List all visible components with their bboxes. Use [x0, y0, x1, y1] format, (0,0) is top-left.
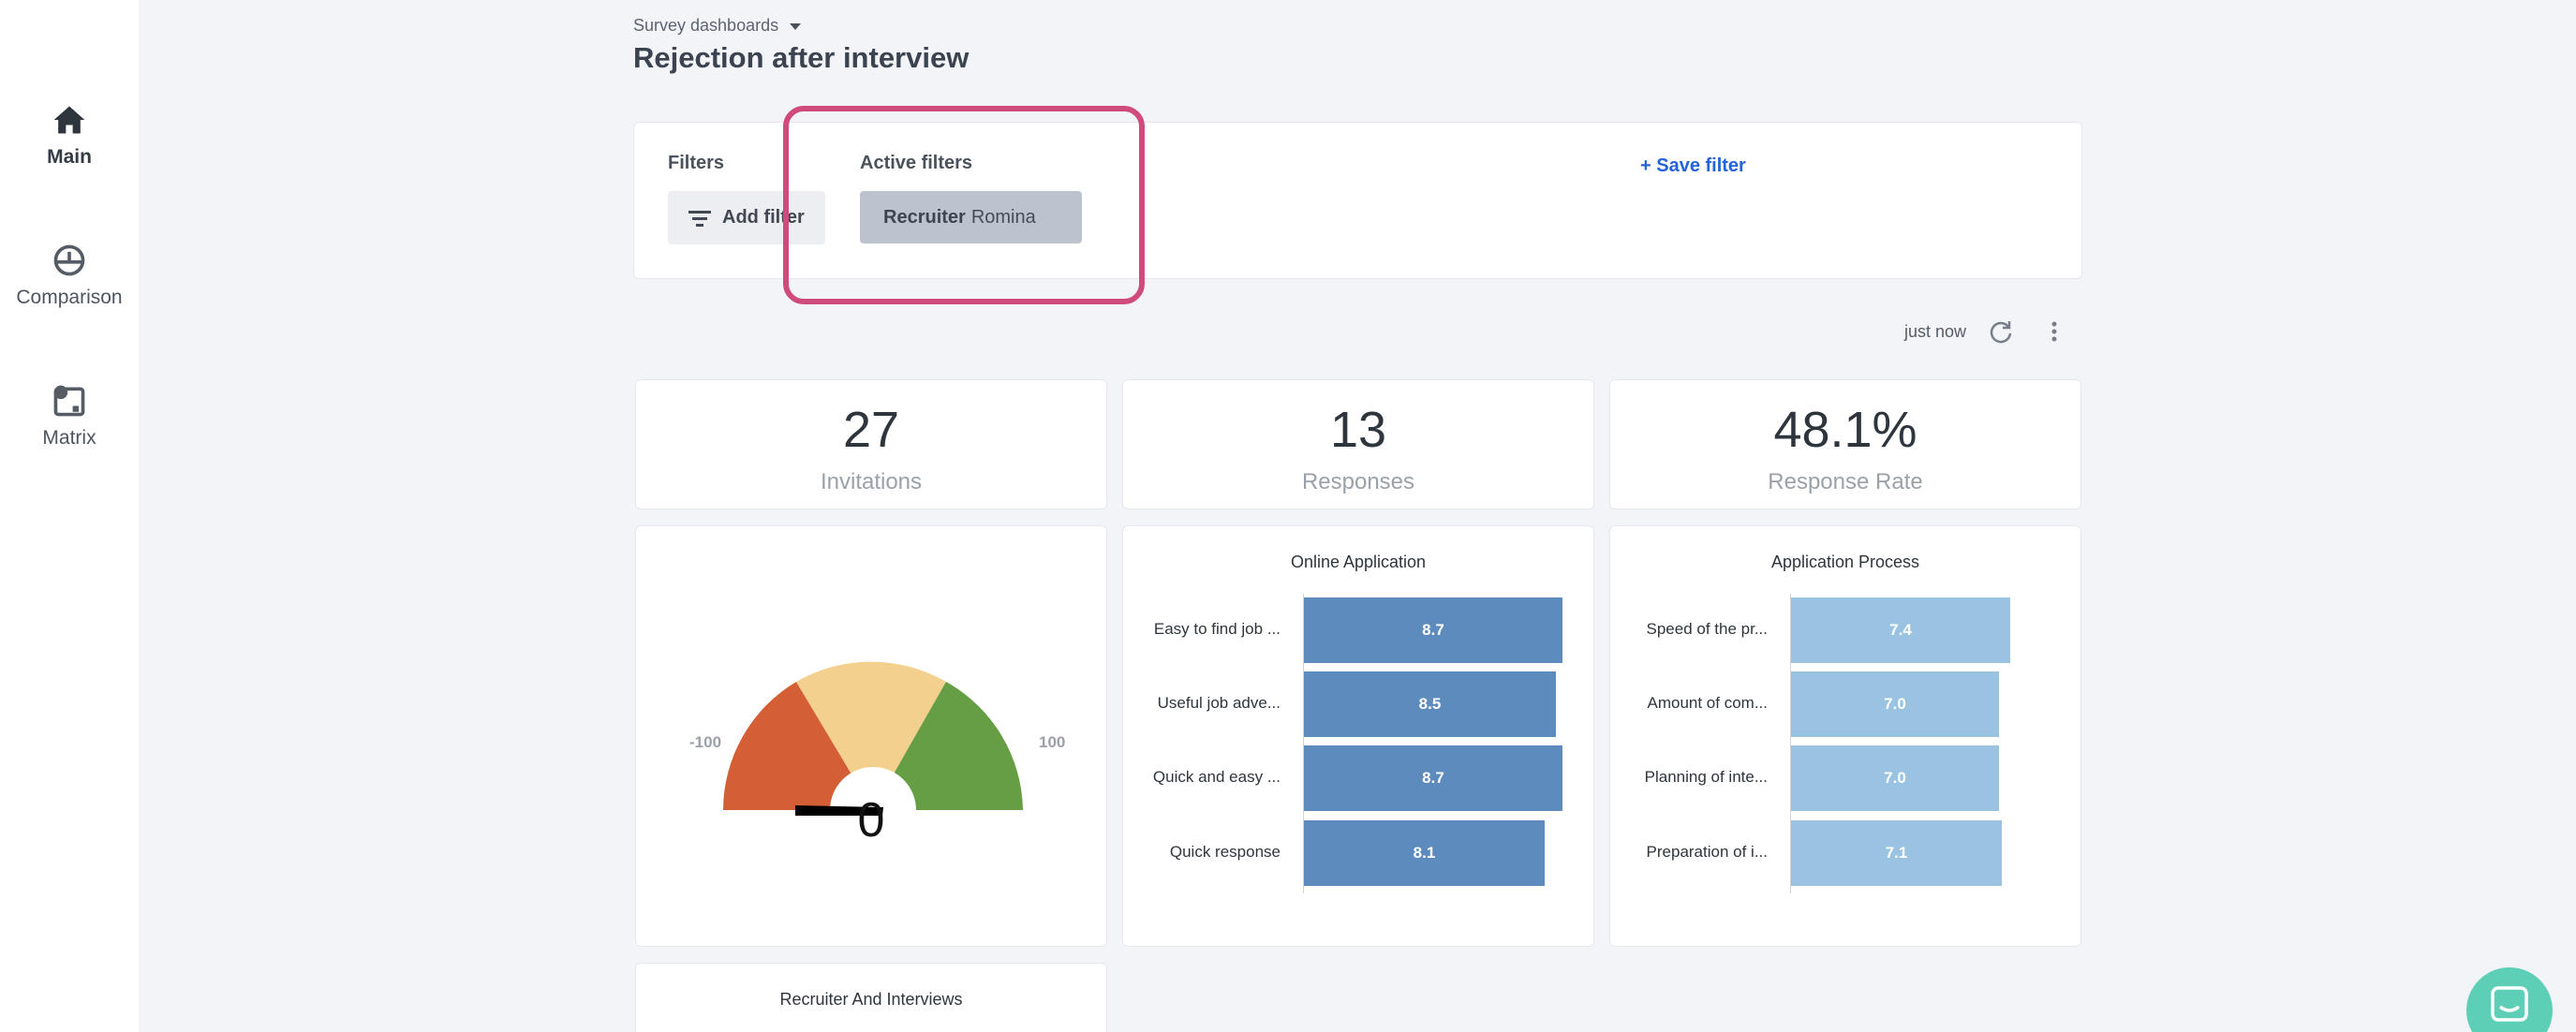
matrix-icon — [53, 385, 85, 417]
kpi-card-response-rate: 48.1% Response Rate — [1609, 379, 2081, 509]
bar: 7.0 — [1791, 671, 1999, 737]
active-filter-chip[interactable]: Recruiter Romina — [860, 191, 1082, 243]
save-filter-link[interactable]: + Save filter — [1640, 155, 1746, 176]
kpi-value: 27 — [842, 402, 900, 458]
last-updated-text: just now — [1904, 322, 1967, 341]
sidebar-item-main[interactable]: Main — [0, 101, 139, 169]
gauge-icon — [53, 244, 85, 276]
chip-key: Recruiter — [883, 206, 966, 228]
gauge-chart — [723, 661, 1023, 826]
bar: 7.1 — [1791, 820, 2002, 886]
gauge-max-label: 100 — [1039, 733, 1066, 751]
gauge-needle — [795, 805, 883, 816]
gauge-card: -100 100 0 — [635, 525, 1107, 947]
home-icon — [53, 106, 85, 134]
page-title: Rejection after interview — [633, 41, 970, 74]
chart-title: Online Application — [1290, 553, 1427, 571]
bar-category-label: Useful job adve... — [1157, 694, 1281, 712]
gauge-segment-positive — [873, 682, 1023, 810]
kpi-label: Response Rate — [1768, 469, 1923, 494]
active-filters-heading: Active filters — [860, 153, 973, 173]
sidebar-item-label: Main — [47, 146, 92, 168]
sidebar-item-matrix[interactable]: Matrix — [0, 382, 139, 450]
bar: 8.5 — [1304, 671, 1556, 737]
highlight-annotation — [783, 106, 1145, 304]
bar: 8.7 — [1304, 745, 1562, 811]
gauge-value: 0 — [857, 793, 885, 848]
kpi-value: 48.1% — [1773, 402, 1917, 458]
filter-icon — [688, 210, 711, 227]
bar: 7.0 — [1791, 745, 1999, 811]
chart-title: Recruiter And Interviews — [779, 990, 963, 1009]
more-vertical-icon[interactable] — [2048, 318, 2061, 345]
bar: 8.7 — [1304, 597, 1562, 663]
gauge-segment-negative — [723, 682, 873, 810]
kpi-value: 13 — [1329, 402, 1387, 458]
bar-category-label: Amount of com... — [1647, 694, 1769, 712]
chart-axis — [1303, 594, 1304, 893]
kpi-label: Invitations — [820, 469, 923, 494]
sidebar-item-label: Matrix — [42, 427, 96, 449]
chat-widget-button[interactable] — [2466, 967, 2553, 1032]
filters-heading: Filters — [668, 153, 725, 173]
bar-category-label: Preparation of i... — [1646, 843, 1768, 861]
bar: 8.1 — [1304, 820, 1545, 886]
recruiter-interviews-card: Recruiter And Interviews — [635, 963, 1107, 1032]
bar-category-label: Speed of the pr... — [1646, 620, 1768, 638]
chart-axis — [1790, 594, 1791, 893]
bar-category-label: Quick and easy ... — [1152, 768, 1281, 786]
sidebar: Main Comparison Matrix — [0, 0, 139, 1032]
bar-category-label: Easy to find job ... — [1153, 620, 1281, 638]
kpi-card-responses: 13 Responses — [1122, 379, 1594, 509]
application-process-card: Application Process Speed of the pr... 7.… — [1609, 525, 2081, 947]
chat-icon — [2491, 986, 2528, 1022]
sidebar-item-label: Comparison — [16, 287, 123, 308]
gauge-segment-neutral — [796, 661, 946, 810]
breadcrumb-dropdown[interactable]: Survey dashboards — [633, 16, 802, 36]
breadcrumb-label: Survey dashboards — [633, 16, 779, 35]
caret-down-icon — [790, 22, 802, 30]
kpi-label: Responses — [1301, 469, 1415, 494]
gauge-min-label: -100 — [689, 733, 722, 751]
sidebar-item-comparison[interactable]: Comparison — [0, 242, 139, 309]
chip-value: Romina — [970, 206, 1036, 228]
bar: 7.4 — [1791, 597, 2010, 663]
online-application-card: Online Application Easy to find job ... 8… — [1122, 525, 1594, 947]
kpi-card-invitations: 27 Invitations — [635, 379, 1107, 509]
bar-category-label: Planning of inte... — [1644, 768, 1768, 786]
chart-title: Application Process — [1770, 553, 1920, 571]
bar-category-label: Quick response — [1169, 843, 1281, 861]
refresh-icon[interactable] — [1988, 318, 2014, 345]
